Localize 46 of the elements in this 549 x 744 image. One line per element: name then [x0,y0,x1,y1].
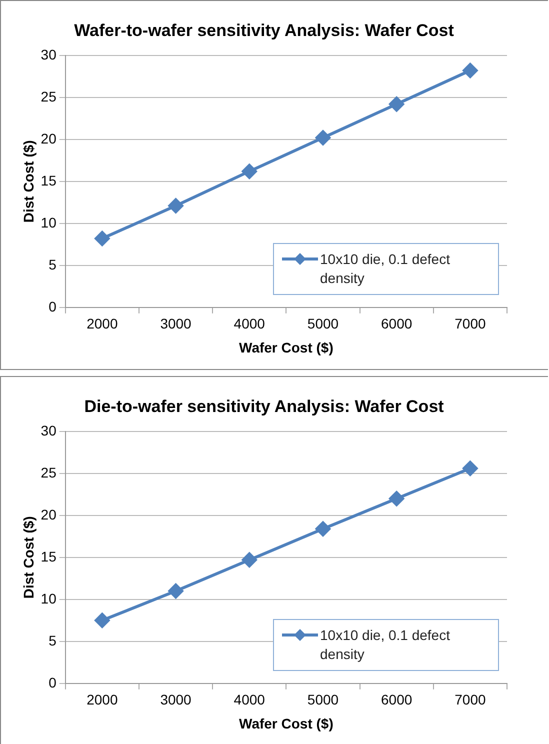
y-axis-title: Dist Cost ($) [20,140,36,223]
point [462,63,478,78]
x-tick-label: 6000 [381,316,412,332]
y-tick-label: 20 [40,130,57,146]
y-tick-label: 25 [40,88,57,104]
point [168,198,184,214]
point [315,130,330,146]
y-tick-label: 5 [48,632,57,648]
x-tick-label: 4000 [234,316,266,332]
y-tick-label: 20 [40,506,57,522]
x-tick-label: 5000 [307,692,339,708]
x-tick-label: 6000 [381,692,412,708]
x-tick-label: 7000 [454,316,486,332]
x-tick-label: 3000 [160,692,192,708]
x-axis-title: Wafer Cost ($) [238,339,334,356]
x-tick-label: 3000 [160,316,192,332]
y-tick-label: 5 [48,256,57,272]
legend-label: 10x10 die, 0.1 defect density [320,250,451,288]
point [462,460,478,476]
point [389,491,404,506]
x-tick-label: 2000 [86,692,118,708]
point [389,96,404,112]
x-tick-label: 5000 [307,316,339,332]
point [168,584,184,598]
y-tick-label: 30 [40,46,57,62]
y-tick-label: 30 [40,422,57,438]
y-tick-label: 25 [40,464,57,480]
point [94,612,110,628]
point [242,164,257,179]
x-tick-label: 4000 [234,692,266,708]
legend-label: 10x10 die, 0.1 defect density [320,626,451,664]
chart-title: Wafer-to-wafer sensitivity Analysis: Wafer Cost [74,20,454,40]
x-tick-label: 7000 [454,692,486,708]
x-tick-label: 2000 [86,316,118,332]
y-tick-label: 0 [48,298,57,314]
y-tick-label: 15 [40,548,57,564]
point [242,552,257,568]
y-axis-title: Dist Cost ($) [20,516,36,599]
y-tick-label: 10 [40,214,57,230]
y-tick-label: 15 [40,172,57,188]
point [94,231,110,246]
y-tick-label: 10 [40,590,57,606]
x-axis-title: Wafer Cost ($) [238,715,334,732]
point [315,521,330,536]
y-tick-label: 0 [48,674,57,690]
chart-title: Die-to-wafer sensitivity Analysis: Wafer Cost [84,396,444,416]
